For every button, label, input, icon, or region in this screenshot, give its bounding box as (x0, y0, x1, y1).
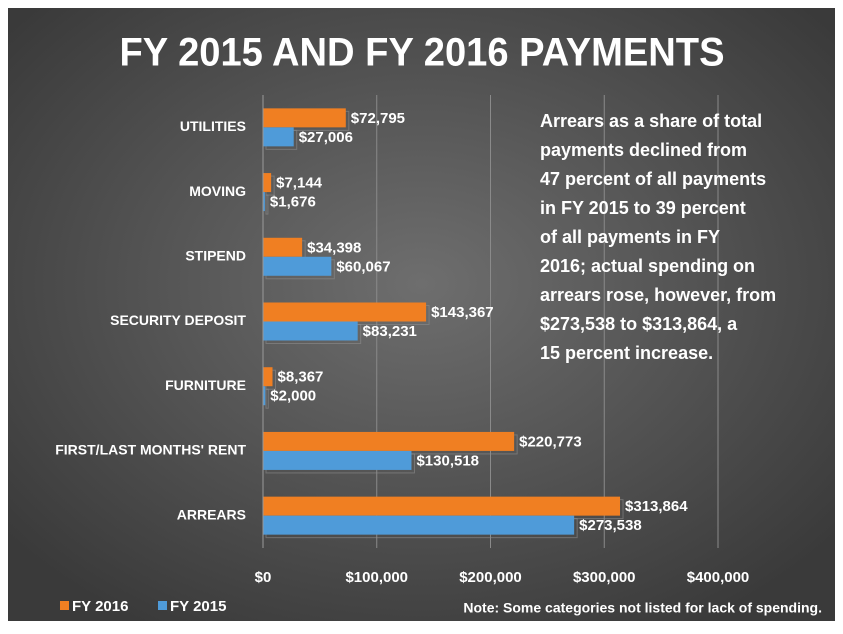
data-label: $313,864 (625, 498, 688, 515)
data-label: $83,231 (363, 323, 417, 340)
data-label: $72,795 (351, 110, 405, 127)
bar (263, 367, 273, 387)
x-tick-label: $100,000 (345, 569, 408, 586)
y-tick-label: FIRST/LAST MONTHS' RENT (55, 442, 246, 458)
bar (263, 237, 303, 257)
data-label: $130,518 (416, 452, 479, 469)
legend-swatch (158, 601, 167, 610)
y-tick-label: STIPEND (185, 247, 246, 263)
annotation-line: $273,538 to $313,864, a (540, 314, 738, 334)
data-label: $273,538 (579, 517, 642, 534)
data-label: $2,000 (270, 388, 316, 405)
bar (263, 173, 272, 193)
annotation-line: in FY 2015 to 39 percent (540, 198, 746, 218)
bar (263, 256, 332, 276)
bar-shadow (265, 388, 269, 409)
data-label: $220,773 (519, 433, 582, 450)
y-tick-label: FURNITURE (165, 377, 246, 393)
bar (263, 302, 427, 322)
bar (263, 192, 265, 212)
data-label: $34,398 (307, 239, 361, 256)
data-label: $7,144 (276, 175, 323, 192)
legend-label: FY 2016 (72, 598, 128, 615)
bar (263, 431, 515, 451)
bar (263, 450, 412, 470)
data-label: $60,067 (336, 258, 390, 275)
annotation-line: 15 percent increase. (540, 343, 713, 363)
annotation-line: payments declined from (540, 140, 747, 160)
data-label: $1,676 (270, 194, 316, 211)
annotation-line: arrears rose, however, from (540, 285, 776, 305)
y-tick-label: SECURITY DEPOSIT (110, 312, 246, 328)
y-tick-label: MOVING (189, 183, 246, 199)
bar (263, 127, 294, 147)
note: Note: Some categories not listed for lac… (463, 600, 822, 616)
y-tick-label: UTILITIES (180, 118, 246, 134)
legend-label: FY 2015 (170, 598, 226, 615)
bar (263, 108, 346, 128)
bar (263, 321, 358, 341)
data-label: $27,006 (299, 129, 353, 146)
bar (263, 386, 266, 406)
x-tick-label: $200,000 (459, 569, 522, 586)
bar (263, 515, 575, 535)
x-tick-label: $400,000 (687, 569, 750, 586)
x-tick-label: $300,000 (573, 569, 636, 586)
bar (263, 496, 621, 516)
data-label: $8,367 (278, 369, 324, 386)
chart-title: FY 2015 AND FY 2016 PAYMENTS (120, 31, 725, 75)
annotation-line: of all payments in FY (540, 227, 720, 247)
annotation-line: Arrears as a share of total (540, 111, 762, 131)
annotation-line: 47 percent of all payments (540, 169, 766, 189)
bar-shadow (265, 194, 269, 215)
y-tick-label: ARREARS (177, 506, 246, 522)
data-label: $143,367 (431, 304, 494, 321)
x-tick-label: $0 (255, 569, 272, 586)
legend-swatch (60, 601, 69, 610)
annotation-line: 2016; actual spending on (540, 256, 755, 276)
